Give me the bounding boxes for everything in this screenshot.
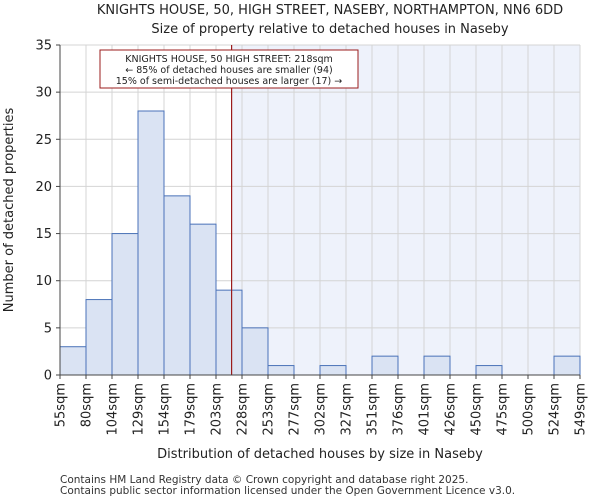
y-tick-label: 5 xyxy=(44,321,52,336)
x-tick-label: 277sqm xyxy=(288,383,303,436)
x-tick-label: 104sqm xyxy=(106,383,121,436)
larger-region-shading xyxy=(231,45,580,375)
y-tick-label: 35 xyxy=(35,39,52,54)
x-tick-label: 401sqm xyxy=(418,383,433,436)
footer-line-2: Contains public sector information licen… xyxy=(60,485,515,497)
y-tick-labels: 0 5 10 15 20 25 30 35 xyxy=(35,39,60,384)
y-tick-label: 10 xyxy=(35,274,52,289)
y-tick-label: 15 xyxy=(35,227,52,242)
bar-55sqm xyxy=(59,346,87,376)
y-tick-label: 20 xyxy=(35,180,52,195)
bars xyxy=(59,110,581,376)
bar-302sqm xyxy=(319,365,347,376)
chart-subtitle: Size of property relative to detached ho… xyxy=(151,22,509,37)
x-tick-label: 129sqm xyxy=(132,383,147,436)
x-axis-label: Distribution of detached houses by size … xyxy=(157,447,483,462)
bar-253sqm xyxy=(267,365,295,376)
bar-450sqm xyxy=(475,365,503,376)
x-tick-labels: 55sqm 80sqm 104sqm 129sqm 154sqm 179sqm 203sqm… xyxy=(54,375,589,436)
chart-title: KNIGHTS HOUSE, 50, HIGH STREET, NASEBY, … xyxy=(97,3,563,18)
x-tick-label: 154sqm xyxy=(158,383,173,436)
bar-129sqm xyxy=(137,110,165,376)
bar-104sqm xyxy=(111,233,139,376)
bar-203sqm xyxy=(215,289,243,376)
x-tick-label: 549sqm xyxy=(574,383,589,436)
bar-524sqm xyxy=(553,355,581,376)
x-tick-label: 80sqm xyxy=(80,383,95,427)
x-tick-label: 376sqm xyxy=(392,383,407,436)
x-tick-label: 500sqm xyxy=(522,383,537,436)
bar-351sqm xyxy=(371,355,399,376)
annotation-line-1: KNIGHTS HOUSE, 50 HIGH STREET: 218sqm xyxy=(125,54,333,65)
bar-179sqm xyxy=(189,223,217,376)
annotation-line-2: ← 85% of detached houses are smaller (94… xyxy=(125,65,332,76)
y-tick-label: 0 xyxy=(44,369,52,384)
y-tick-label: 25 xyxy=(35,133,52,148)
x-tick-label: 203sqm xyxy=(210,383,225,436)
x-tick-label: 302sqm xyxy=(314,383,329,436)
x-tick-label: 253sqm xyxy=(262,383,277,436)
bar-228sqm xyxy=(241,327,269,376)
x-tick-label: 228sqm xyxy=(236,383,251,436)
annotation-border xyxy=(99,49,359,89)
y-tick-label: 30 xyxy=(35,86,52,101)
bar-154sqm xyxy=(163,195,191,376)
y-axis-label: Number of detached properties xyxy=(2,108,17,313)
annotation-box: KNIGHTS HOUSE, 50 HIGH STREET: 218sqm ← … xyxy=(99,49,359,89)
x-tick-label: 524sqm xyxy=(548,383,563,436)
footer-line-1: Contains HM Land Registry data © Crown c… xyxy=(60,474,468,486)
x-tick-label: 55sqm xyxy=(54,383,69,427)
annotation-line-3: 15% of semi-detached houses are larger (… xyxy=(116,76,343,87)
bar-80sqm xyxy=(85,299,113,376)
x-tick-label: 179sqm xyxy=(184,383,199,436)
x-tick-label: 450sqm xyxy=(470,383,485,436)
bar-401sqm xyxy=(423,355,451,376)
x-tick-label: 475sqm xyxy=(496,383,511,436)
x-tick-label: 426sqm xyxy=(444,383,459,436)
x-tick-label: 327sqm xyxy=(340,383,355,436)
x-tick-label: 351sqm xyxy=(366,383,381,436)
